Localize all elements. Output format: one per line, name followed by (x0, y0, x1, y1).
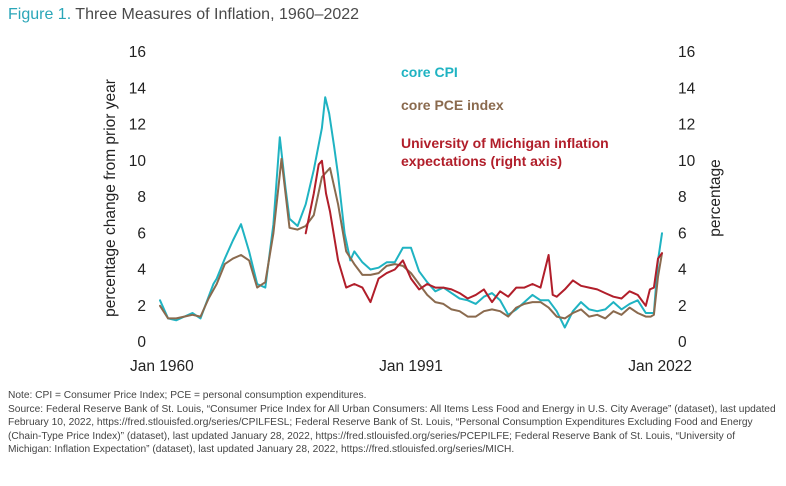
source-text: Source: Federal Reserve Bank of St. Loui… (8, 403, 776, 456)
figure-notes: Note: CPI = Consumer Price Index; PCE = … (8, 389, 778, 457)
right-tick-label: 12 (678, 117, 695, 134)
legend-michigan-line2: expectations (right axis) (401, 153, 562, 169)
legend-core-cpi: core CPI (401, 64, 458, 80)
left-tick-label: 10 (129, 153, 147, 170)
right-tick-label: 8 (678, 189, 687, 206)
left-tick-label: 8 (137, 189, 146, 206)
left-axis-label: percentage change from prior year (102, 79, 119, 317)
right-tick-label: 4 (678, 262, 687, 279)
legend: core CPI core PCE index University of Mich… (401, 64, 609, 169)
legend-michigan-line1: University of Michigan inflation (401, 135, 609, 151)
figure-label: Figure 1. (8, 6, 72, 23)
left-axis-ticks: 0 2 4 6 8 10 12 14 16 (129, 44, 147, 351)
left-tick-label: 0 (137, 334, 146, 351)
right-tick-label: 16 (678, 44, 695, 61)
left-tick-label: 2 (137, 298, 146, 315)
note-text: Note: CPI = Consumer Price Index; PCE = … (8, 390, 367, 401)
left-tick-label: 14 (129, 80, 147, 97)
left-tick-label: 16 (129, 44, 146, 61)
x-axis-ticks: Jan 1960 Jan 1991 Jan 2022 (130, 358, 692, 375)
legend-core-pce: core PCE index (401, 97, 504, 113)
right-tick-label: 14 (678, 80, 696, 97)
left-tick-label: 12 (129, 117, 146, 134)
right-tick-label: 10 (678, 153, 696, 170)
x-tick-label: Jan 1960 (130, 358, 194, 375)
right-tick-label: 6 (678, 225, 687, 242)
right-axis-ticks: 0 2 4 6 8 10 12 14 16 (678, 44, 696, 351)
left-tick-label: 4 (137, 262, 146, 279)
x-tick-label: Jan 2022 (628, 358, 692, 375)
right-tick-label: 0 (678, 334, 687, 351)
right-axis-label: percentage (707, 159, 724, 237)
core-cpi-line (159, 96, 663, 329)
x-tick-label: Jan 1991 (379, 358, 443, 375)
core-pce-line (159, 157, 663, 320)
figure-title: Figure 1. Three Measures of Inflation, 1… (8, 6, 359, 24)
right-tick-label: 2 (678, 298, 687, 315)
left-tick-label: 6 (137, 225, 146, 242)
series-lines (159, 96, 663, 329)
michigan-expectations-line (304, 159, 663, 307)
figure-title-text: Three Measures of Inflation, 1960–2022 (75, 6, 360, 23)
